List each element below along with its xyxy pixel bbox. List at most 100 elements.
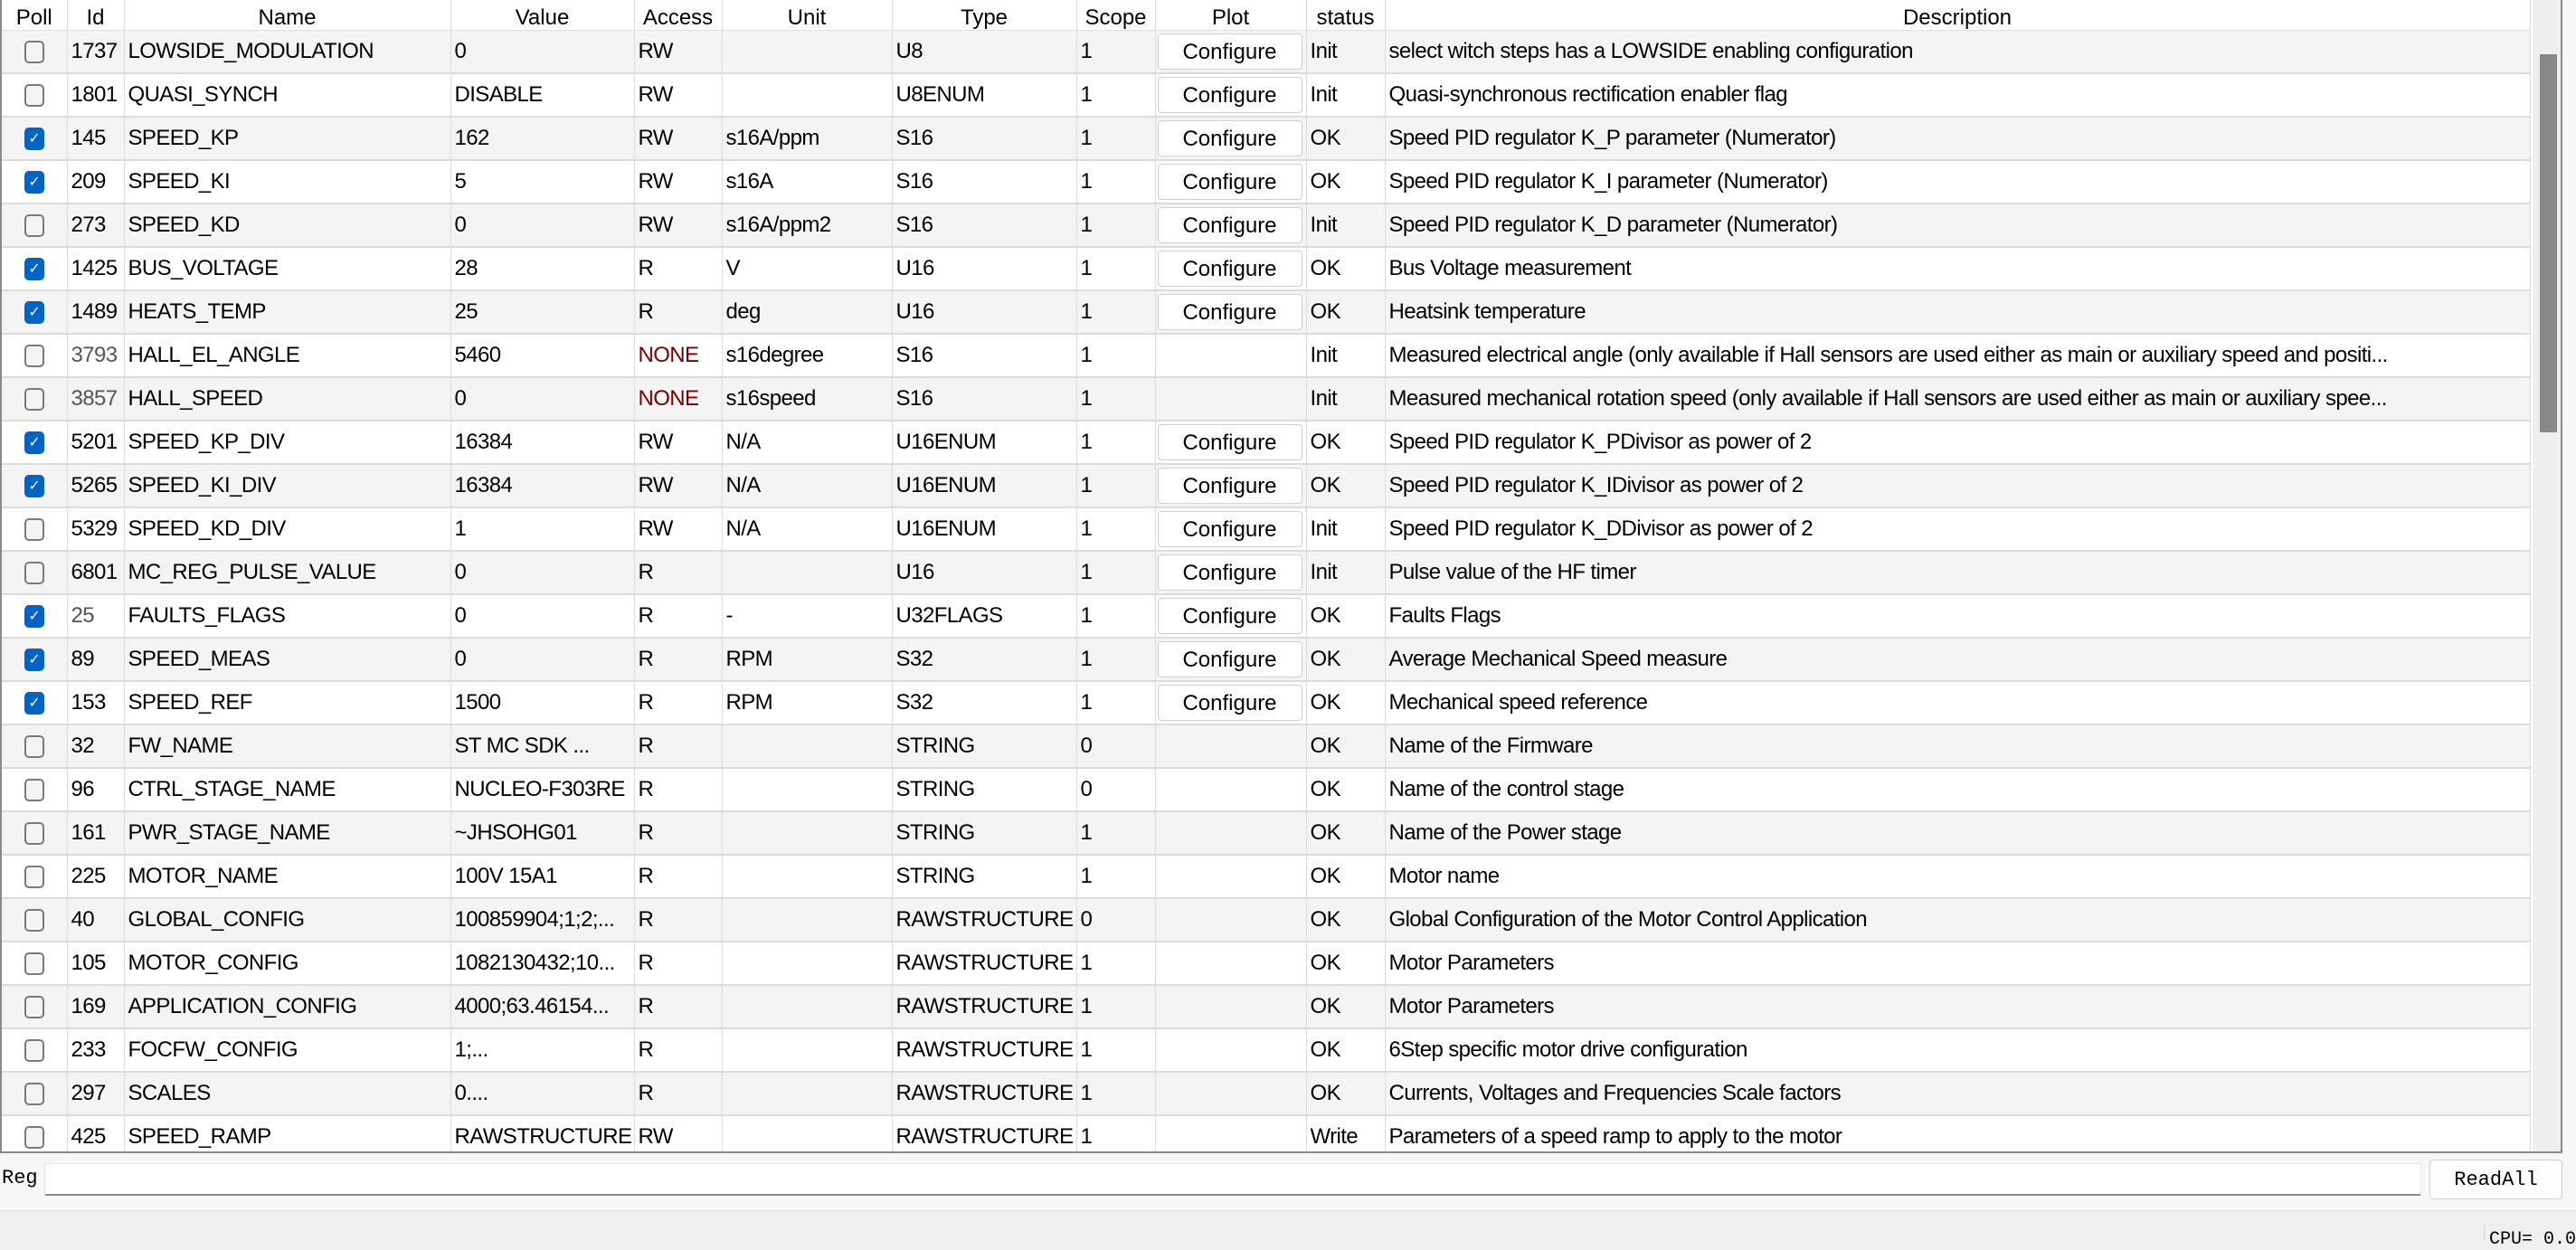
table-row[interactable]: ✓ 5265 SPEED_KI_DIV 16384 RW N/A U16ENUM 1 Confi… bbox=[2, 464, 2531, 508]
value-cell[interactable]: 25 bbox=[450, 290, 635, 335]
value-cell[interactable]: RAWSTRUCTURE bbox=[450, 1115, 635, 1151]
table-row[interactable]: 425 SPEED_RAMP RAWSTRUCTURE RW RAWSTRUCTURE 1… bbox=[2, 1115, 2531, 1151]
configure-button[interactable]: Configure bbox=[1157, 33, 1302, 70]
poll-checkbox[interactable] bbox=[24, 214, 44, 238]
poll-checkbox[interactable] bbox=[24, 952, 44, 976]
poll-checkbox[interactable]: ✓ bbox=[24, 605, 44, 629]
table-row[interactable]: 1737 LOWSIDE_MODULATION 0 RW U8 1 Configure Ini… bbox=[2, 30, 2531, 74]
poll-checkbox[interactable]: ✓ bbox=[24, 431, 44, 455]
value-cell[interactable]: 0.... bbox=[450, 1072, 635, 1116]
configure-button[interactable]: Configure bbox=[1157, 294, 1302, 330]
poll-checkbox[interactable] bbox=[24, 84, 44, 108]
table-row[interactable]: ✓ 145 SPEED_KP 162 RW s16A/ppm S16 1 Configure OK… bbox=[2, 117, 2531, 161]
value-cell[interactable]: DISABLE bbox=[450, 73, 635, 118]
value-cell[interactable]: 0 bbox=[450, 551, 635, 595]
value-cell[interactable]: NUCLEO-F303RE bbox=[450, 768, 635, 812]
value-cell[interactable]: 1500 bbox=[450, 681, 635, 725]
value-cell[interactable]: 1 bbox=[450, 507, 635, 552]
value-cell[interactable]: 28 bbox=[450, 247, 635, 291]
poll-checkbox[interactable] bbox=[24, 1083, 44, 1106]
table-row[interactable]: 273 SPEED_KD 0 RW s16A/ppm2 S16 1 Configure Init… bbox=[2, 204, 2531, 248]
poll-checkbox[interactable]: ✓ bbox=[24, 258, 44, 281]
read-all-button[interactable]: ReadAll bbox=[2429, 1160, 2562, 1199]
configure-button[interactable]: Configure bbox=[1157, 424, 1302, 460]
table-row[interactable]: 161 PWR_STAGE_NAME ~JHSOHG01 R STRING 1 OK Name… bbox=[2, 811, 2531, 856]
value-cell[interactable]: 0 bbox=[450, 377, 635, 421]
value-cell[interactable]: 0 bbox=[450, 30, 635, 74]
table-row[interactable]: ✓ 5201 SPEED_KP_DIV 16384 RW N/A U16ENUM 1 Confi… bbox=[2, 421, 2531, 465]
poll-checkbox[interactable]: ✓ bbox=[24, 128, 44, 151]
column-header-plot[interactable]: Plot bbox=[1155, 0, 1307, 31]
scrollbar-thumb[interactable] bbox=[2540, 54, 2557, 432]
configure-button[interactable]: Configure bbox=[1157, 641, 1302, 677]
value-cell[interactable]: 0 bbox=[450, 638, 635, 682]
poll-checkbox[interactable]: ✓ bbox=[24, 301, 44, 325]
poll-checkbox[interactable] bbox=[24, 996, 44, 1019]
column-header-status[interactable]: status bbox=[1306, 0, 1386, 31]
configure-button[interactable]: Configure bbox=[1157, 120, 1302, 156]
value-cell[interactable]: 0 bbox=[450, 204, 635, 248]
column-header-access[interactable]: Access bbox=[634, 0, 723, 31]
table-row[interactable]: 233 FOCFW_CONFIG 1;... R RAWSTRUCTURE 1 OK 6Ste… bbox=[2, 1028, 2531, 1073]
poll-checkbox[interactable] bbox=[24, 822, 44, 846]
poll-checkbox[interactable]: ✓ bbox=[24, 692, 44, 715]
poll-checkbox[interactable]: ✓ bbox=[24, 171, 44, 194]
table-row[interactable]: ✓ 153 SPEED_REF 1500 R RPM S32 1 Configure OK Mech… bbox=[2, 681, 2531, 725]
poll-checkbox[interactable] bbox=[24, 345, 44, 368]
configure-button[interactable]: Configure bbox=[1157, 598, 1302, 634]
value-cell[interactable]: 1;... bbox=[450, 1028, 635, 1073]
value-cell[interactable]: 1082130432;10... bbox=[450, 942, 635, 986]
table-row[interactable]: 3793 HALL_EL_ANGLE 5460 NONE s16degree S16 1 In… bbox=[2, 334, 2531, 378]
configure-button[interactable]: Configure bbox=[1157, 251, 1302, 287]
configure-button[interactable]: Configure bbox=[1157, 77, 1302, 113]
value-cell[interactable]: 16384 bbox=[450, 464, 635, 508]
table-row[interactable]: 1801 QUASI_SYNCH DISABLE RW U8ENUM 1 Configure… bbox=[2, 73, 2531, 118]
poll-checkbox[interactable] bbox=[24, 41, 44, 64]
table-row[interactable]: 96 CTRL_STAGE_NAME NUCLEO-F303RE R STRING 0 OK… bbox=[2, 768, 2531, 812]
table-row[interactable]: 32 FW_NAME ST MC SDK ... R STRING 0 OK Name of … bbox=[2, 724, 2531, 769]
column-header-name[interactable]: Name bbox=[124, 0, 451, 31]
poll-checkbox[interactable]: ✓ bbox=[24, 475, 44, 498]
value-cell[interactable]: ST MC SDK ... bbox=[450, 724, 635, 769]
configure-button[interactable]: Configure bbox=[1157, 685, 1302, 721]
configure-button[interactable]: Configure bbox=[1157, 164, 1302, 200]
poll-checkbox[interactable] bbox=[24, 866, 44, 889]
table-row[interactable]: 6801 MC_REG_PULSE_VALUE 0 R U16 1 Configure Ini… bbox=[2, 551, 2531, 595]
table-row[interactable]: 105 MOTOR_CONFIG 1082130432;10... R RAWSTRUC… bbox=[2, 942, 2531, 986]
poll-checkbox[interactable] bbox=[24, 779, 44, 802]
table-row[interactable]: 5329 SPEED_KD_DIV 1 RW N/A U16ENUM 1 Configure I… bbox=[2, 507, 2531, 552]
table-row[interactable]: 297 SCALES 0.... R RAWSTRUCTURE 1 OK Currents, … bbox=[2, 1072, 2531, 1116]
poll-checkbox[interactable]: ✓ bbox=[24, 649, 44, 672]
value-cell[interactable]: 162 bbox=[450, 117, 635, 161]
value-cell[interactable]: 16384 bbox=[450, 421, 635, 465]
value-cell[interactable]: 4000;63.46154... bbox=[450, 985, 635, 1029]
configure-button[interactable]: Configure bbox=[1157, 511, 1302, 547]
column-header-description[interactable]: Description bbox=[1385, 0, 2531, 31]
poll-checkbox[interactable] bbox=[24, 518, 44, 542]
value-cell[interactable]: 0 bbox=[450, 594, 635, 639]
table-row[interactable]: ✓ 1425 BUS_VOLTAGE 28 R V U16 1 Configure OK Bus V… bbox=[2, 247, 2531, 291]
table-row[interactable]: 169 APPLICATION_CONFIG 4000;63.46154... R RA… bbox=[2, 985, 2531, 1029]
poll-checkbox[interactable] bbox=[24, 388, 44, 412]
table-row[interactable]: 225 MOTOR_NAME 100V 15A1 R STRING 1 OK Motor na… bbox=[2, 855, 2531, 899]
value-cell[interactable]: ~JHSOHG01 bbox=[450, 811, 635, 856]
table-row[interactable]: 3857 HALL_SPEED 0 NONE s16speed S16 1 Init Measu… bbox=[2, 377, 2531, 421]
configure-button[interactable]: Configure bbox=[1157, 554, 1302, 591]
value-cell[interactable]: 100V 15A1 bbox=[450, 855, 635, 899]
column-header-unit[interactable]: Unit bbox=[722, 0, 893, 31]
poll-checkbox[interactable] bbox=[24, 909, 44, 933]
poll-checkbox[interactable] bbox=[24, 562, 44, 585]
column-header-id[interactable]: Id bbox=[67, 0, 125, 31]
value-cell[interactable]: 5 bbox=[450, 160, 635, 204]
value-cell[interactable]: 5460 bbox=[450, 334, 635, 378]
table-row[interactable]: ✓ 89 SPEED_MEAS 0 R RPM S32 1 Configure OK Average… bbox=[2, 638, 2531, 682]
column-header-poll[interactable]: Poll bbox=[2, 0, 68, 31]
poll-checkbox[interactable] bbox=[24, 1039, 44, 1063]
vertical-scrollbar[interactable] bbox=[2533, 0, 2561, 1151]
poll-checkbox[interactable] bbox=[24, 735, 44, 759]
column-header-scope[interactable]: Scope bbox=[1076, 0, 1156, 31]
configure-button[interactable]: Configure bbox=[1157, 468, 1302, 504]
poll-checkbox[interactable] bbox=[24, 1126, 44, 1150]
table-row[interactable]: 40 GLOBAL_CONFIG 100859904;1;2;... R RAWSTRU… bbox=[2, 898, 2531, 942]
